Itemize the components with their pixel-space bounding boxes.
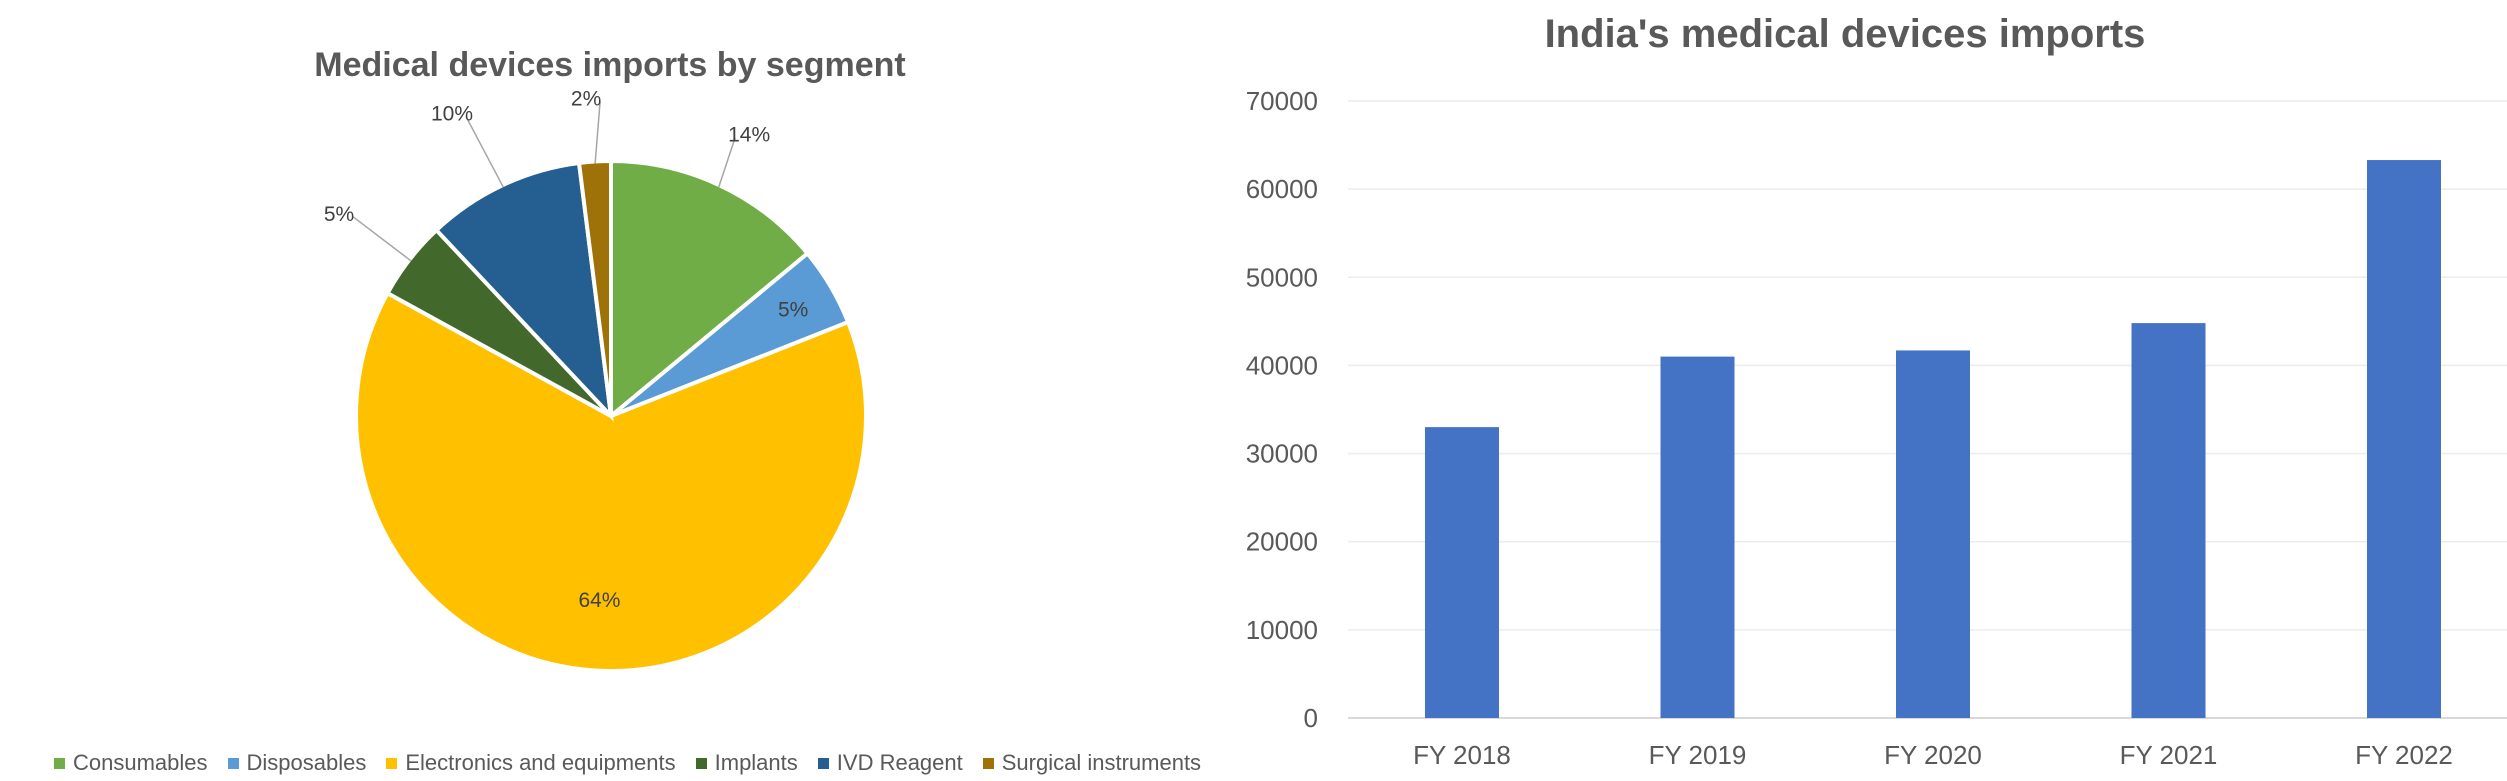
y-tick-label: 40000 [1246,350,1318,380]
legend-swatch [982,757,994,769]
y-tick-label: 10000 [1246,615,1318,645]
legend-swatch [227,757,239,769]
y-tick-label: 0 [1304,703,1318,733]
pie-leader-line [594,101,601,164]
pie-chart: 14% 5% 64% 5% 10% 2% [324,88,868,673]
legend-label: Disposables [246,750,367,775]
y-tick-label: 30000 [1246,439,1318,469]
bar-fy-2020 [1896,350,1970,718]
legend-label: Implants [714,750,798,775]
bar-fy-2018 [1425,427,1499,718]
pie-legend: Consumables Disposables Electronics and eq… [54,750,1201,776]
bar-fy-2022 [2367,160,2441,718]
legend-label: Consumables [73,750,208,775]
x-tick-label: FY 2019 [1649,740,1747,770]
legend-swatch [817,757,829,769]
pie-leader-line [352,216,412,262]
legend-swatch [695,757,707,769]
x-tick-label: FY 2022 [2355,740,2453,770]
legend-item: Implants [695,750,798,776]
pie-chart-panel: Medical devices imports by segment 14% 5%… [0,0,1201,781]
bar-chart-panel: India's medical devices imports 0 10000 20… [1200,0,2507,781]
pie-data-label: 2% [571,88,601,111]
pie-chart-title: Medical devices imports by segment [314,46,906,84]
legend-item: IVD Reagent [817,750,963,776]
pie-data-label: 64% [578,589,620,612]
legend-item: Consumables [54,750,208,776]
legend-swatch [386,757,398,769]
x-tick-label: FY 2020 [1884,740,1982,770]
bar-fy-2019 [1660,356,1735,718]
pie-leader-line [465,116,504,188]
y-tick-label: 60000 [1246,174,1318,204]
pie-data-label: 14% [728,124,770,147]
bar-chart: 0 10000 20000 30000 40000 50000 60000 70000 FY 2… [1246,86,2507,770]
legend-swatch [54,757,65,769]
x-tick-label: FY 2018 [1413,740,1511,770]
legend-label: IVD Reagent [836,750,963,775]
pie-data-label: 10% [431,103,473,126]
bar-fy-2021 [2131,323,2206,718]
pie-data-label: 5% [324,203,354,226]
legend-item: Surgical instruments [982,750,1202,776]
bar-chart-title: India's medical devices imports [1544,12,2146,56]
legend-label: Surgical instruments [1001,750,1202,775]
y-tick-label: 20000 [1246,527,1318,557]
pie-leader-line [718,137,736,188]
pie-data-label: 5% [778,298,808,321]
legend-item: Electronics and equipments [386,750,676,776]
y-tick-label: 50000 [1246,262,1318,292]
legend-item: Disposables [227,750,367,776]
pie-slice-electronics-and-equipments [354,290,868,673]
y-tick-label: 70000 [1246,86,1318,116]
x-tick-label: FY 2021 [2120,740,2218,770]
legend-label: Electronics and equipments [405,750,676,775]
